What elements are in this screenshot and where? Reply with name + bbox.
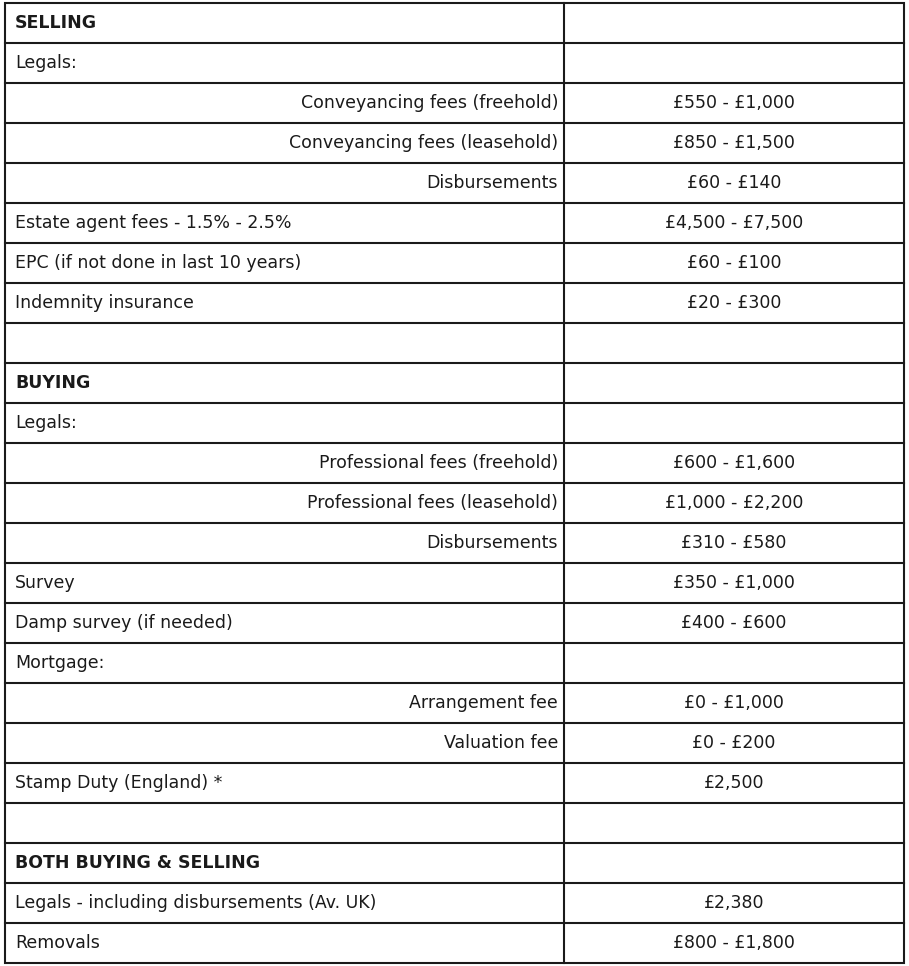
Text: £2,380: £2,380 — [704, 894, 764, 912]
Text: £60 - £140: £60 - £140 — [687, 174, 781, 192]
Text: Survey: Survey — [15, 574, 75, 592]
Text: £550 - £1,000: £550 - £1,000 — [674, 94, 795, 112]
Text: BOTH BUYING & SELLING: BOTH BUYING & SELLING — [15, 854, 260, 872]
Text: EPC (if not done in last 10 years): EPC (if not done in last 10 years) — [15, 254, 301, 272]
Text: Legals - including disbursements (Av. UK): Legals - including disbursements (Av. UK… — [15, 894, 376, 912]
Text: SELLING: SELLING — [15, 14, 97, 32]
Text: Conveyancing fees (freehold): Conveyancing fees (freehold) — [301, 94, 558, 112]
Text: £2,500: £2,500 — [704, 774, 764, 792]
Text: Professional fees (leasehold): Professional fees (leasehold) — [307, 494, 558, 512]
Text: £310 - £580: £310 - £580 — [682, 534, 787, 552]
Text: Disbursements: Disbursements — [426, 174, 558, 192]
Text: £600 - £1,600: £600 - £1,600 — [673, 454, 795, 472]
Text: £400 - £600: £400 - £600 — [682, 614, 787, 632]
Text: Disbursements: Disbursements — [426, 534, 558, 552]
Text: Arrangement fee: Arrangement fee — [409, 694, 558, 712]
Text: Damp survey (if needed): Damp survey (if needed) — [15, 614, 233, 632]
Text: £350 - £1,000: £350 - £1,000 — [674, 574, 795, 592]
Text: Valuation fee: Valuation fee — [444, 734, 558, 752]
Text: Legals:: Legals: — [15, 414, 76, 432]
Text: £850 - £1,500: £850 - £1,500 — [674, 134, 795, 152]
Text: £1,000 - £2,200: £1,000 - £2,200 — [664, 494, 804, 512]
Text: £0 - £1,000: £0 - £1,000 — [684, 694, 784, 712]
Text: £800 - £1,800: £800 - £1,800 — [674, 934, 795, 952]
Text: £4,500 - £7,500: £4,500 - £7,500 — [665, 214, 804, 232]
Text: £0 - £200: £0 - £200 — [693, 734, 775, 752]
Text: Stamp Duty (England) *: Stamp Duty (England) * — [15, 774, 223, 792]
Text: Indemnity insurance: Indemnity insurance — [15, 294, 194, 312]
Text: £60 - £100: £60 - £100 — [687, 254, 782, 272]
Text: Professional fees (freehold): Professional fees (freehold) — [319, 454, 558, 472]
Text: Mortgage:: Mortgage: — [15, 654, 105, 672]
Text: Estate agent fees - 1.5% - 2.5%: Estate agent fees - 1.5% - 2.5% — [15, 214, 292, 232]
Text: Removals: Removals — [15, 934, 100, 952]
Text: Conveyancing fees (leasehold): Conveyancing fees (leasehold) — [289, 134, 558, 152]
Text: Legals:: Legals: — [15, 54, 76, 72]
Text: £20 - £300: £20 - £300 — [687, 294, 781, 312]
Text: BUYING: BUYING — [15, 374, 90, 392]
